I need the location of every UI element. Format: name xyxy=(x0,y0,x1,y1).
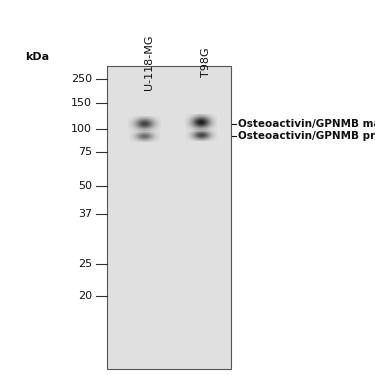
Text: 50: 50 xyxy=(78,181,92,190)
Text: 20: 20 xyxy=(78,291,92,301)
Text: 37: 37 xyxy=(78,209,92,219)
Text: U-118-MG: U-118-MG xyxy=(144,34,154,90)
Text: Osteoactivin/GPNMB mature: Osteoactivin/GPNMB mature xyxy=(238,119,375,129)
Text: 25: 25 xyxy=(78,260,92,269)
Text: kDa: kDa xyxy=(25,52,49,62)
Text: 75: 75 xyxy=(78,147,92,157)
Bar xyxy=(107,66,231,369)
Text: Osteoactivin/GPNMB precursor: Osteoactivin/GPNMB precursor xyxy=(238,131,375,141)
Text: T98G: T98G xyxy=(201,47,211,77)
Text: 100: 100 xyxy=(71,124,92,134)
Text: 250: 250 xyxy=(71,74,92,84)
Text: 150: 150 xyxy=(71,98,92,108)
